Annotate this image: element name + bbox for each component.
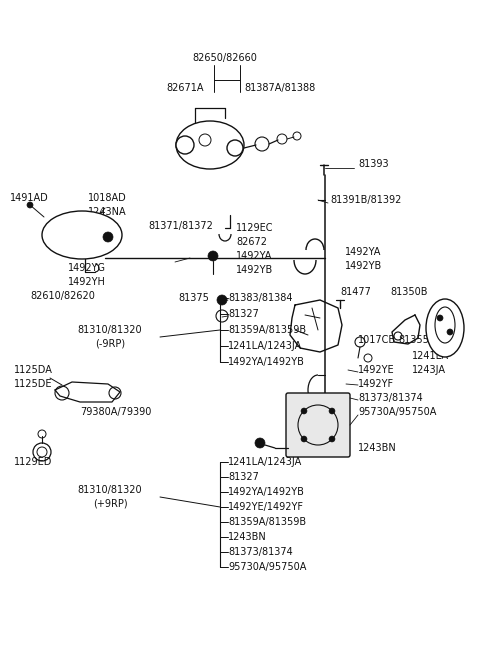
Text: 1492YB: 1492YB: [236, 265, 273, 275]
Text: 1125DA: 1125DA: [14, 365, 53, 375]
Ellipse shape: [42, 211, 122, 259]
Text: 95730A/95750A: 95730A/95750A: [358, 407, 436, 417]
Ellipse shape: [426, 299, 464, 357]
Text: 81359A/81359B: 81359A/81359B: [228, 325, 306, 335]
Text: 81359A/81359B: 81359A/81359B: [228, 517, 306, 527]
Circle shape: [27, 202, 33, 208]
Text: 81310/81320: 81310/81320: [78, 325, 142, 335]
Ellipse shape: [176, 121, 244, 169]
Text: 1492YA: 1492YA: [236, 251, 272, 261]
Circle shape: [301, 408, 307, 414]
Text: 1243JA: 1243JA: [412, 365, 446, 375]
Text: (+9RP): (+9RP): [93, 499, 127, 509]
Circle shape: [329, 436, 335, 442]
Text: 1492YE: 1492YE: [358, 365, 395, 375]
Text: 1492YA/1492YB: 1492YA/1492YB: [228, 357, 305, 367]
Text: 1492YA/1492YB: 1492YA/1492YB: [228, 487, 305, 497]
Circle shape: [329, 408, 335, 414]
Text: 81327: 81327: [228, 309, 259, 319]
Text: 1017CB: 1017CB: [358, 335, 396, 345]
Text: 82650/82660: 82650/82660: [192, 53, 257, 63]
Circle shape: [217, 295, 227, 305]
Text: 81371/81372: 81371/81372: [148, 221, 213, 231]
Text: 1492YH: 1492YH: [68, 277, 106, 287]
Circle shape: [227, 140, 243, 156]
Text: 81327: 81327: [228, 472, 259, 482]
Text: 81350B: 81350B: [390, 287, 428, 297]
Text: 81393: 81393: [358, 159, 389, 169]
Text: 81375: 81375: [178, 293, 209, 303]
Text: 95730A/95750A: 95730A/95750A: [228, 562, 306, 572]
Text: 1243BN: 1243BN: [358, 443, 397, 453]
Text: 82672: 82672: [236, 237, 267, 247]
Circle shape: [208, 251, 218, 261]
Circle shape: [447, 329, 453, 335]
Circle shape: [255, 438, 265, 448]
Text: 81310/81320: 81310/81320: [78, 485, 142, 495]
Text: 79380A/79390: 79380A/79390: [80, 407, 151, 417]
Text: 1125DE: 1125DE: [14, 379, 52, 389]
Text: 81355B: 81355B: [398, 335, 436, 345]
Text: 1018AD: 1018AD: [88, 193, 127, 203]
Text: (-9RP): (-9RP): [95, 339, 125, 349]
Text: 1492YG: 1492YG: [68, 263, 106, 273]
Circle shape: [176, 136, 194, 154]
Circle shape: [301, 436, 307, 442]
Text: 1492YB: 1492YB: [345, 261, 382, 271]
Text: 1129ED: 1129ED: [14, 457, 52, 467]
Circle shape: [437, 315, 443, 321]
Text: 1243NA: 1243NA: [88, 207, 127, 217]
Circle shape: [103, 232, 113, 242]
Text: 1491AD: 1491AD: [10, 193, 49, 203]
Text: 81373/81374: 81373/81374: [358, 393, 423, 403]
Text: 1492YF: 1492YF: [358, 379, 394, 389]
Text: 1129EC: 1129EC: [236, 223, 274, 233]
Text: 1241LA/1243JA: 1241LA/1243JA: [228, 457, 302, 467]
Text: 81373/81374: 81373/81374: [228, 547, 293, 557]
Text: 81391B/81392: 81391B/81392: [330, 195, 401, 205]
Text: 81387A/81388: 81387A/81388: [244, 83, 316, 93]
Text: 1241LA/1243JA: 1241LA/1243JA: [228, 341, 302, 351]
Text: 81383/81384: 81383/81384: [228, 293, 292, 303]
Text: 1243BN: 1243BN: [228, 532, 267, 542]
Text: 1492YE/1492YF: 1492YE/1492YF: [228, 502, 304, 512]
Text: 1241LA: 1241LA: [412, 351, 449, 361]
Text: 82671A: 82671A: [166, 83, 204, 93]
Text: 1492YA: 1492YA: [345, 247, 382, 257]
Text: 82610/82620: 82610/82620: [30, 291, 95, 301]
Text: 81477: 81477: [340, 287, 371, 297]
FancyBboxPatch shape: [286, 393, 350, 457]
